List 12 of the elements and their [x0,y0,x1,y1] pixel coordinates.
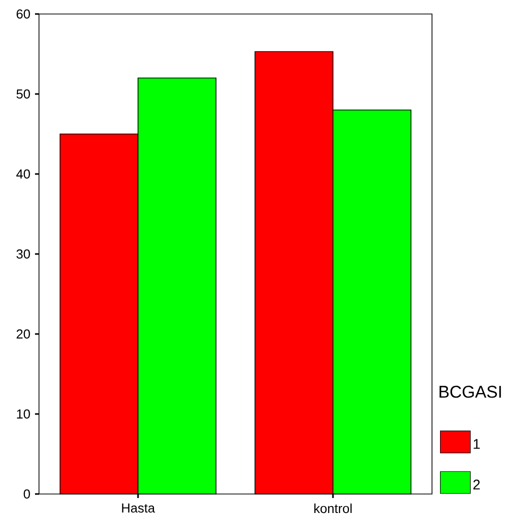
y-tick-label: 0 [24,489,30,499]
x-tick-label: Hasta [122,504,156,513]
y-tick-label: 50 [16,89,30,99]
legend-title: BCGASI [440,386,501,398]
y-tick-label: 60 [16,9,30,19]
legend-label: 2 [473,480,480,490]
y-tick-label: 20 [16,329,30,339]
legend-label: 1 [474,439,480,449]
y-tick-label: 40 [16,169,30,179]
x-tick-label: kontrol [314,504,352,514]
y-tick-label: 30 [16,249,30,259]
y-tick-label: 10 [16,409,30,419]
